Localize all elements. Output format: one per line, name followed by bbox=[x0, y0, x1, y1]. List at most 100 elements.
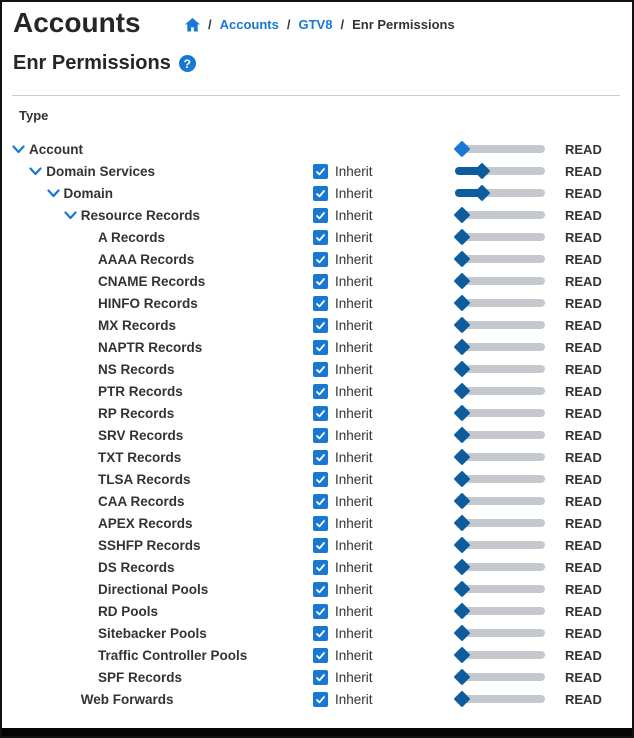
permission-slider[interactable] bbox=[453, 624, 545, 642]
chevron-down-icon[interactable] bbox=[64, 210, 81, 220]
inherit-checkbox[interactable] bbox=[313, 515, 328, 531]
inherit-checkbox[interactable] bbox=[313, 405, 328, 421]
inherit-checkbox[interactable] bbox=[313, 537, 328, 553]
home-icon[interactable] bbox=[185, 17, 200, 32]
permission-slider[interactable] bbox=[453, 272, 545, 290]
inherit-checkbox[interactable] bbox=[313, 603, 328, 619]
slider-track[interactable] bbox=[455, 162, 545, 180]
slider-track[interactable] bbox=[453, 514, 545, 532]
permission-slider[interactable] bbox=[453, 316, 545, 334]
permission-slider[interactable] bbox=[453, 690, 545, 708]
slider-track[interactable] bbox=[453, 492, 545, 510]
inherit-checkbox[interactable] bbox=[313, 317, 328, 333]
slider-handle[interactable] bbox=[453, 448, 471, 466]
slider-track[interactable] bbox=[453, 316, 545, 334]
permission-slider[interactable] bbox=[453, 646, 545, 664]
slider-handle[interactable] bbox=[453, 338, 471, 356]
permission-slider[interactable] bbox=[453, 228, 545, 246]
permission-slider[interactable] bbox=[453, 426, 545, 444]
inherit-checkbox[interactable] bbox=[313, 427, 328, 443]
breadcrumb-gtv8-link[interactable]: GTV8 bbox=[298, 17, 333, 32]
help-icon[interactable]: ? bbox=[178, 55, 196, 72]
slider-track[interactable] bbox=[453, 580, 545, 598]
chevron-down-icon[interactable] bbox=[46, 188, 64, 198]
permission-slider[interactable] bbox=[453, 338, 545, 356]
permission-slider[interactable] bbox=[453, 294, 545, 312]
slider-track[interactable] bbox=[453, 646, 545, 664]
slider-track[interactable] bbox=[453, 624, 545, 642]
inherit-checkbox[interactable] bbox=[313, 295, 328, 311]
slider-track[interactable] bbox=[453, 140, 545, 158]
slider-handle[interactable] bbox=[453, 624, 471, 642]
slider-handle[interactable] bbox=[453, 536, 471, 554]
slider-track[interactable] bbox=[453, 294, 545, 312]
slider-handle[interactable] bbox=[453, 646, 471, 664]
slider-track[interactable] bbox=[453, 228, 545, 246]
permission-slider[interactable] bbox=[453, 514, 545, 532]
slider-handle[interactable] bbox=[453, 470, 471, 488]
inherit-checkbox[interactable] bbox=[313, 669, 328, 685]
permission-slider[interactable] bbox=[453, 206, 545, 224]
slider-handle[interactable] bbox=[473, 184, 491, 202]
permission-slider[interactable] bbox=[453, 382, 545, 400]
inherit-checkbox[interactable] bbox=[313, 559, 328, 575]
inherit-checkbox[interactable] bbox=[313, 471, 328, 487]
slider-handle[interactable] bbox=[453, 558, 471, 576]
slider-track[interactable] bbox=[453, 272, 545, 290]
chevron-down-icon[interactable] bbox=[12, 144, 29, 154]
slider-handle[interactable] bbox=[453, 140, 471, 158]
slider-handle[interactable] bbox=[473, 162, 491, 180]
inherit-checkbox[interactable] bbox=[313, 625, 328, 641]
slider-handle[interactable] bbox=[453, 316, 471, 334]
permission-slider[interactable] bbox=[453, 558, 545, 576]
slider-track[interactable] bbox=[453, 360, 545, 378]
slider-track[interactable] bbox=[453, 602, 545, 620]
slider-track[interactable] bbox=[453, 382, 545, 400]
slider-track[interactable] bbox=[453, 558, 545, 576]
slider-track[interactable] bbox=[453, 448, 545, 466]
inherit-checkbox[interactable] bbox=[313, 207, 328, 223]
slider-handle[interactable] bbox=[453, 690, 471, 708]
inherit-checkbox[interactable] bbox=[313, 361, 328, 377]
slider-handle[interactable] bbox=[453, 404, 471, 422]
permission-slider[interactable] bbox=[455, 184, 545, 202]
permission-slider[interactable] bbox=[453, 492, 545, 510]
permission-slider[interactable] bbox=[453, 404, 545, 422]
slider-handle[interactable] bbox=[453, 250, 471, 268]
permission-slider[interactable] bbox=[453, 140, 545, 158]
inherit-checkbox[interactable] bbox=[313, 229, 328, 245]
permission-slider[interactable] bbox=[453, 602, 545, 620]
slider-handle[interactable] bbox=[453, 228, 471, 246]
inherit-checkbox[interactable] bbox=[313, 581, 328, 597]
slider-handle[interactable] bbox=[453, 360, 471, 378]
inherit-checkbox[interactable] bbox=[313, 493, 328, 509]
inherit-checkbox[interactable] bbox=[313, 449, 328, 465]
slider-track[interactable] bbox=[453, 536, 545, 554]
permission-slider[interactable] bbox=[453, 250, 545, 268]
inherit-checkbox[interactable] bbox=[313, 163, 328, 179]
permission-slider[interactable] bbox=[453, 536, 545, 554]
inherit-checkbox[interactable] bbox=[313, 251, 328, 267]
permission-slider[interactable] bbox=[453, 448, 545, 466]
slider-track[interactable] bbox=[453, 338, 545, 356]
inherit-checkbox[interactable] bbox=[313, 383, 328, 399]
slider-track[interactable] bbox=[453, 470, 545, 488]
slider-handle[interactable] bbox=[453, 514, 471, 532]
inherit-checkbox[interactable] bbox=[313, 339, 328, 355]
slider-handle[interactable] bbox=[453, 492, 471, 510]
slider-track[interactable] bbox=[453, 668, 545, 686]
permission-slider[interactable] bbox=[453, 360, 545, 378]
inherit-checkbox[interactable] bbox=[313, 691, 328, 707]
slider-handle[interactable] bbox=[453, 580, 471, 598]
slider-handle[interactable] bbox=[453, 426, 471, 444]
slider-handle[interactable] bbox=[453, 272, 471, 290]
slider-track[interactable] bbox=[455, 184, 545, 202]
slider-handle[interactable] bbox=[453, 382, 471, 400]
inherit-checkbox[interactable] bbox=[313, 185, 328, 201]
inherit-checkbox[interactable] bbox=[313, 647, 328, 663]
slider-handle[interactable] bbox=[453, 294, 471, 312]
slider-track[interactable] bbox=[453, 250, 545, 268]
chevron-down-icon[interactable] bbox=[29, 166, 46, 176]
slider-track[interactable] bbox=[453, 426, 545, 444]
slider-handle[interactable] bbox=[453, 206, 471, 224]
